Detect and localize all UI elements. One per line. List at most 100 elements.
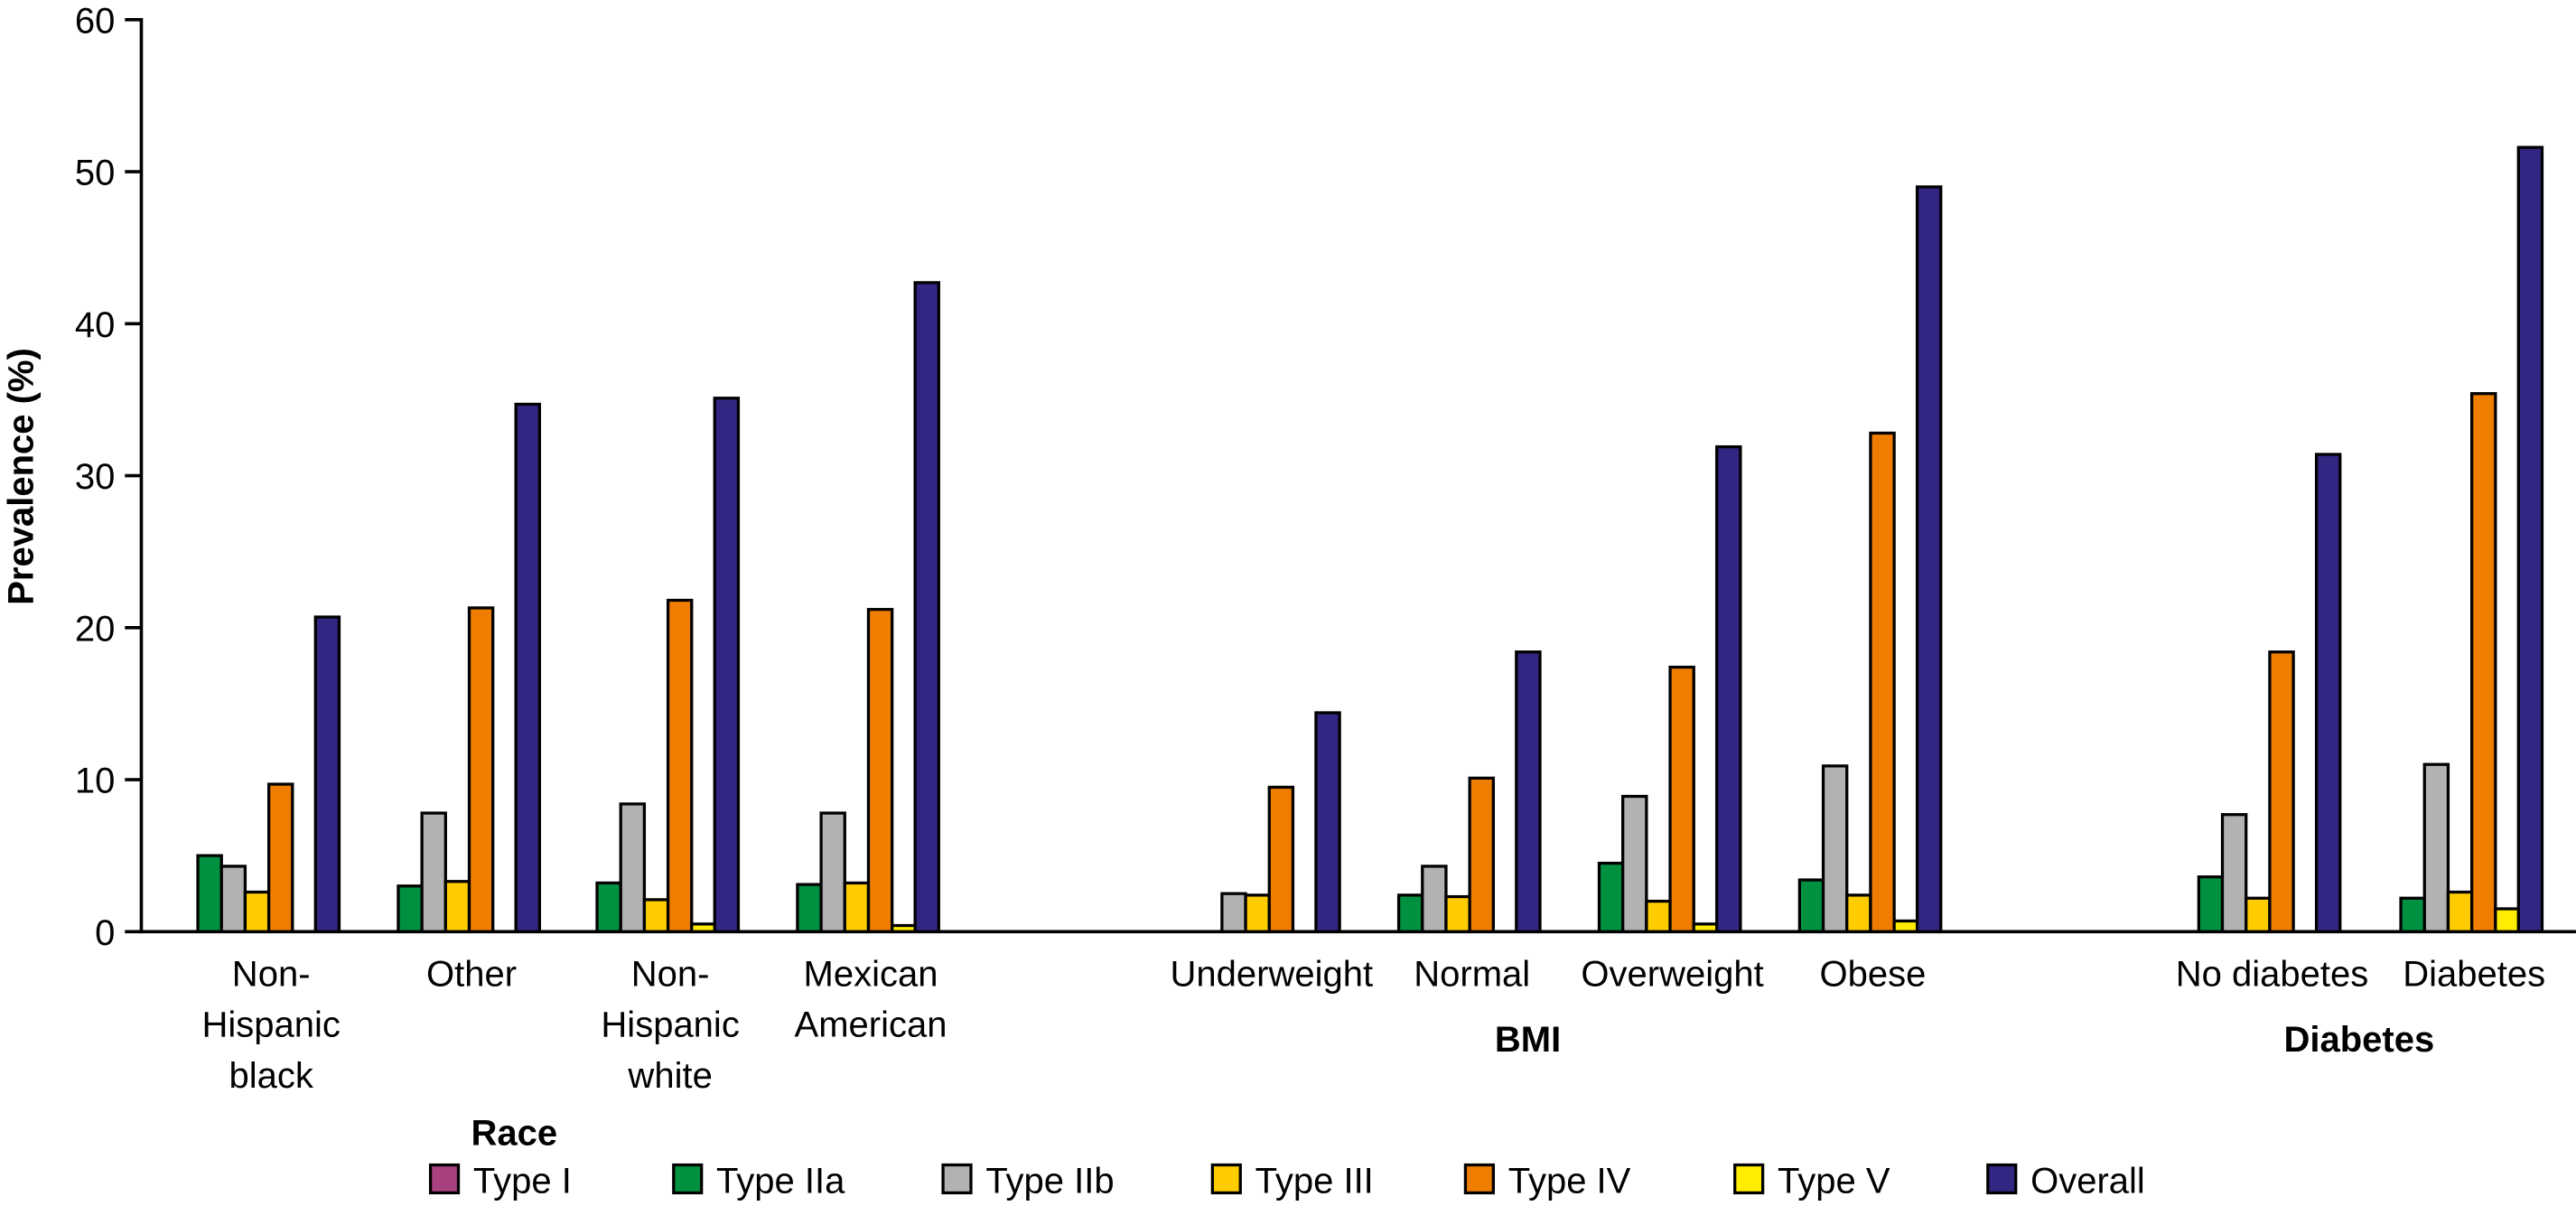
- bar-overall-diabetes: [2516, 145, 2544, 933]
- bar-type-iii-obese: [1845, 893, 1872, 933]
- bar-type-iv-underweight: [1267, 785, 1295, 933]
- group-label-diabetes: Diabetes: [2283, 1020, 2434, 1060]
- category-labels: Non- Hispanic black Other Non- Hispanic white M…: [201, 954, 2545, 1096]
- bar-type-iii-mexican-american: [843, 881, 871, 933]
- legend-swatch: [941, 1163, 973, 1195]
- category-label: Mexican: [804, 954, 938, 994]
- legend-item-type-iv: Type IV: [1463, 1161, 1631, 1201]
- bar-type-iv-normal: [1468, 776, 1495, 933]
- legend-swatch: [428, 1163, 461, 1195]
- legend-item-type-v: Type V: [1733, 1161, 1890, 1201]
- group-label-race: Race: [471, 1114, 558, 1154]
- legend-item-type-i: Type I: [428, 1161, 572, 1201]
- bar-type-iv-mexican-american: [866, 607, 894, 933]
- legend-item-type-iib: Type IIb: [941, 1161, 1115, 1201]
- bar-overall-mexican-american: [913, 281, 940, 933]
- bar-overall-no-diabetes: [2314, 453, 2342, 933]
- bar-type-iii-overweight: [1645, 899, 1672, 933]
- legend-label: Type IV: [1508, 1161, 1631, 1201]
- bar-type-v-obese: [1892, 919, 1919, 933]
- bar-type-iv-no-diabetes: [2268, 650, 2295, 933]
- bar-type-iv-other: [467, 606, 495, 933]
- legend-label: Type I: [473, 1161, 572, 1201]
- bar-type-iv-diabetes: [2469, 392, 2497, 933]
- bar-type-iia-normal: [1396, 893, 1424, 933]
- bar-type-iv-obese: [1869, 431, 1896, 933]
- legend-label: Overall: [2030, 1161, 2145, 1201]
- category-label: Obese: [1820, 954, 1927, 994]
- category-label: No diabetes: [2176, 954, 2368, 994]
- category-label: Non-: [232, 954, 311, 994]
- category-label: white: [627, 1056, 712, 1096]
- legend-swatch: [1463, 1163, 1495, 1195]
- category-label: American: [795, 1005, 947, 1045]
- category-label: Non-: [631, 954, 710, 994]
- category-label: black: [229, 1056, 313, 1096]
- bar-type-iia-mexican-american: [796, 883, 823, 933]
- legend-item-overall: Overall: [1986, 1161, 2145, 1201]
- category-label: Other: [426, 954, 517, 994]
- legend-label: Type III: [1255, 1161, 1374, 1201]
- bar-type-iia-diabetes: [2399, 896, 2426, 933]
- bar-type-iii-underweight: [1244, 893, 1271, 933]
- axes: 0 10 20 30 40 50 60: [75, 1, 2576, 953]
- bar-overall-normal: [1515, 650, 1542, 933]
- bar-type-iii-diabetes: [2446, 890, 2474, 933]
- legend-swatch: [1210, 1163, 1242, 1195]
- bar-type-iib-underweight: [1220, 892, 1247, 933]
- y-tick-label: 20: [75, 609, 116, 649]
- legend-item-type-iii: Type III: [1210, 1161, 1374, 1201]
- bar-type-iii-non-hispanic-black: [243, 890, 271, 933]
- bar-type-iia-overweight: [1597, 861, 1625, 933]
- group-label-bmi: BMI: [1495, 1020, 1561, 1060]
- bar-type-v-diabetes: [2494, 907, 2521, 933]
- bar-type-iii-normal: [1444, 894, 1471, 933]
- bar-type-iib-diabetes: [2422, 762, 2450, 933]
- bar-type-iia-non-hispanic-black: [196, 854, 223, 933]
- y-tick-label: 50: [75, 154, 116, 193]
- bar-type-v-mexican-american: [891, 923, 918, 933]
- y-tick-label: 60: [75, 1, 116, 41]
- y-axis-label: Prevalence (%): [1, 348, 41, 605]
- category-label: Hispanic: [201, 1005, 340, 1045]
- legend-swatch: [672, 1163, 704, 1195]
- bar-overall-other: [514, 402, 541, 933]
- legend-swatch: [1733, 1163, 1765, 1195]
- bar-type-iib-no-diabetes: [2220, 813, 2248, 933]
- legend-item-type-iia: Type IIa: [672, 1161, 845, 1201]
- bar-type-v-overweight: [1692, 922, 1720, 933]
- y-tick-label: 40: [75, 305, 116, 345]
- bar-type-iib-non-hispanic-white: [619, 802, 647, 933]
- category-label: Hispanic: [601, 1005, 739, 1045]
- bar-type-iib-mexican-american: [819, 811, 846, 933]
- bar-type-iii-other: [443, 880, 471, 933]
- bar-type-v-non-hispanic-white: [690, 922, 717, 933]
- y-tick-label: 30: [75, 457, 116, 497]
- category-label: Overweight: [1581, 954, 1763, 994]
- bar-overall-obese: [1915, 185, 1943, 933]
- bar-overall-non-hispanic-white: [713, 397, 741, 933]
- bar-type-iib-obese: [1821, 764, 1849, 933]
- bar-type-iib-non-hispanic-black: [219, 865, 247, 933]
- bar-type-iib-other: [420, 811, 447, 933]
- bars: [196, 145, 2544, 933]
- bar-overall-non-hispanic-black: [313, 615, 341, 933]
- bar-type-iv-overweight: [1668, 665, 1695, 933]
- legend-swatch: [1986, 1163, 2018, 1195]
- y-tick-label: 10: [75, 762, 116, 801]
- legend-label: Type V: [1778, 1161, 1890, 1201]
- category-label: Underweight: [1171, 954, 1374, 994]
- bar-type-iv-non-hispanic-white: [666, 598, 694, 933]
- bar-overall-overweight: [1715, 444, 1742, 933]
- bar-type-iv-non-hispanic-black: [266, 782, 294, 933]
- bar-overall-underweight: [1314, 711, 1341, 933]
- bar-type-iib-normal: [1421, 865, 1448, 933]
- bar-type-iia-obese: [1797, 878, 1825, 933]
- bar-type-iia-non-hispanic-white: [595, 881, 622, 933]
- category-label: Diabetes: [2403, 954, 2545, 994]
- y-tick-label: 0: [95, 913, 115, 953]
- bar-type-iib-overweight: [1621, 794, 1648, 933]
- legend-label: Type IIa: [716, 1161, 845, 1201]
- bar-type-iii-no-diabetes: [2245, 896, 2272, 933]
